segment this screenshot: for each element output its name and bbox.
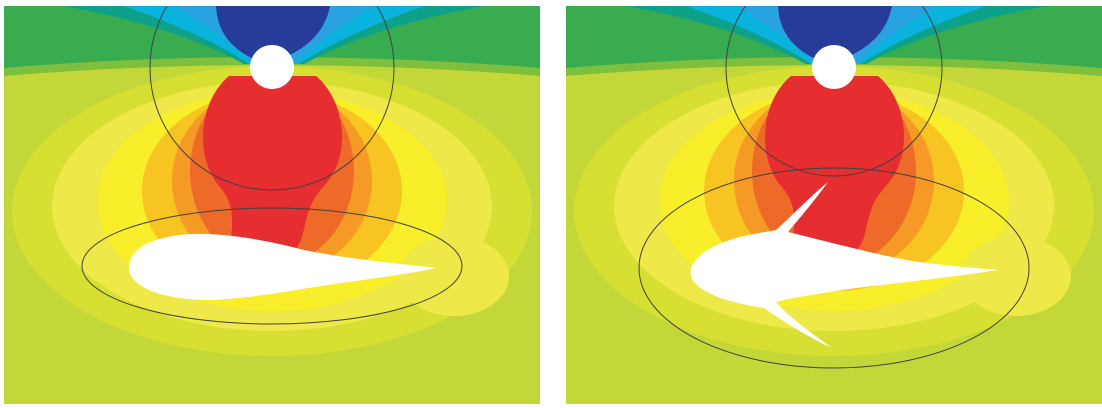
spiked-body-cutout: [690, 182, 998, 348]
field-contour-red: [202, 76, 343, 251]
body-boundary-ellipse: [81, 207, 463, 325]
body-boundary-ellipse: [638, 167, 1030, 369]
left-field-plot: [4, 6, 540, 404]
field-band-navy: [778, 6, 892, 64]
cylinder-boundary-circle: [149, 6, 395, 191]
left-field-panel: [4, 6, 540, 404]
field-lobe-yellow-light: [399, 236, 509, 316]
right-field-panel: [566, 6, 1102, 404]
field-contour-red: [764, 76, 905, 251]
field-band-navy: [216, 6, 330, 64]
cylinder-cutout: [250, 45, 294, 89]
field-lobe-yellow-light: [961, 236, 1071, 316]
right-field-plot: [566, 6, 1102, 404]
cylinder-cutout: [812, 45, 856, 89]
cylinder-boundary-circle: [725, 6, 943, 177]
streamlined-body-cutout: [129, 233, 436, 300]
